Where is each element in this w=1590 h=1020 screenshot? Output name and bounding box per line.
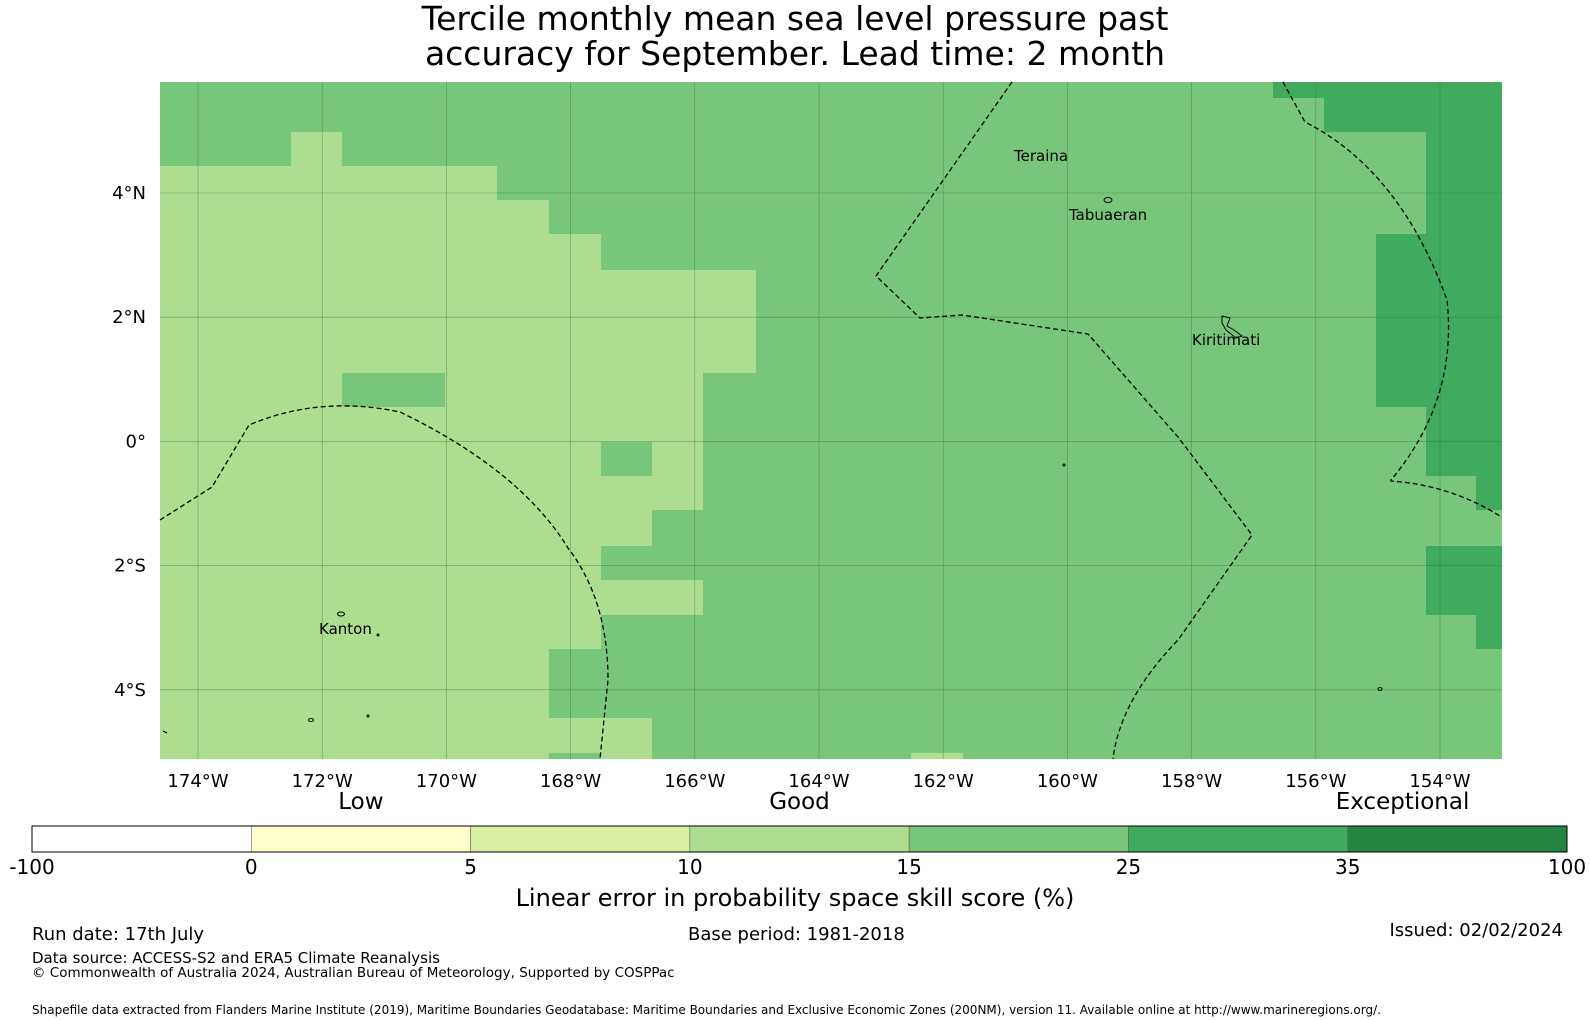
place-label-teraina: Teraina (1013, 147, 1068, 165)
island-small-outline (162, 730, 168, 734)
island-small-outline (308, 718, 314, 722)
colorbar-quality-label: Low (338, 789, 383, 815)
lat-tick-label: 4°N (112, 183, 146, 204)
lon-tick-label: 170°W (416, 771, 477, 792)
colorbar-segment (251, 825, 471, 853)
colorbar-quality-label: Good (769, 789, 830, 815)
lat-tick-label: 2°S (114, 556, 146, 577)
base-period-text: Base period: 1981-2018 (688, 924, 905, 945)
map-region-skill-15-25 (342, 373, 445, 407)
lon-tick-label: 166°W (664, 771, 725, 792)
map-region-skill-10-15 (549, 718, 652, 759)
lon-tick-label: 158°W (1161, 771, 1222, 792)
map-gridlines (160, 82, 1502, 759)
colorbar-quality-label: Exceptional (1336, 789, 1470, 815)
colorbar-tick-label: 100 (1548, 855, 1586, 879)
map-region-skill-10-15 (160, 132, 756, 759)
shapefile-credit-text: Shapefile data extracted from Flanders M… (32, 1003, 1381, 1017)
lon-tick-label: 156°W (1285, 771, 1346, 792)
island-small-outline (366, 714, 370, 718)
map-region-skill-15-25 (601, 442, 652, 476)
copyright-text: © Commonwealth of Australia 2024, Austra… (32, 965, 675, 981)
colorbar-tick-label: 0 (245, 855, 258, 879)
colorbar-tick-label: 10 (677, 855, 702, 879)
map-region-skill-15-25 (549, 753, 601, 759)
colorbar-segment (1347, 825, 1568, 853)
lon-tick-label: 174°W (167, 771, 228, 792)
colorbar-segment (1128, 825, 1348, 853)
colorbar-tick-label: 25 (1116, 855, 1141, 879)
lat-tick-label: 2°N (112, 307, 146, 328)
colorbar-frame (31, 825, 1568, 853)
map-region-skill-10-15 (911, 753, 963, 759)
lat-tick-label: 0° (126, 431, 146, 452)
lat-tick-label: 4°S (114, 680, 146, 701)
eez-boundary-kiribati-phoenix (159, 405, 609, 760)
colorbar-segment (470, 825, 691, 853)
colorbar-tick-label: 15 (896, 855, 921, 879)
island-small-outline (1377, 687, 1383, 691)
colorbar-tick-label: -100 (9, 855, 54, 879)
colorbar-segment (689, 825, 910, 853)
data-source-text: Data source: ACCESS-S2 and ERA5 Climate … (32, 949, 440, 967)
lon-tick-label: 164°W (788, 771, 849, 792)
map-axes: 174°W 172°W 170°W 168°W 166°W 164°W 162°W 160°W… (112, 183, 1471, 792)
eez-boundary-kiribati-line-east (1282, 81, 1501, 517)
figure-title-line-1: Tercile monthly mean sea level pressure … (421, 0, 1169, 38)
colorbar-segment (908, 825, 1129, 853)
island-kanton-outline (337, 611, 345, 617)
place-label-tabuaeran: Tabuaeran (1068, 206, 1147, 224)
island-small-outline (376, 633, 380, 637)
place-label-kanton: Kanton (319, 620, 372, 638)
run-date-text: Run date: 17th July (32, 924, 205, 945)
place-label-kiritimati: Kiritimati (1192, 331, 1260, 349)
map-region-skill-25-35 (1426, 546, 1502, 649)
colorbar-tick-label: 5 (464, 855, 477, 879)
lon-tick-label: 160°W (1037, 771, 1098, 792)
lon-tick-label: 154°W (1409, 771, 1470, 792)
colorbar-segment (31, 825, 252, 853)
island-small-outline (1062, 463, 1066, 467)
figure-title-line-2: accuracy for September. Lead time: 2 mon… (424, 34, 1166, 73)
colorbar: -100 0 5 10 15 25 35 100 Low Good Exceptional (9, 789, 1586, 879)
lon-tick-label: 172°W (292, 771, 353, 792)
issued-date-text: Issued: 02/02/2024 (1389, 920, 1563, 941)
eez-boundary-kiribati-line-north (875, 81, 1253, 760)
colorbar-tick-label: 35 (1335, 855, 1360, 879)
eez-boundaries (159, 81, 1501, 760)
island-kiritimati-outline (1221, 315, 1244, 339)
colorbar-title: Linear error in probability space skill … (515, 884, 1075, 912)
lon-tick-label: 162°W (913, 771, 974, 792)
island-outlines (162, 197, 1383, 734)
map-region-skill-25-35 (1273, 82, 1502, 510)
lon-tick-label: 168°W (540, 771, 601, 792)
island-tabuaeran-outline (1103, 197, 1113, 203)
